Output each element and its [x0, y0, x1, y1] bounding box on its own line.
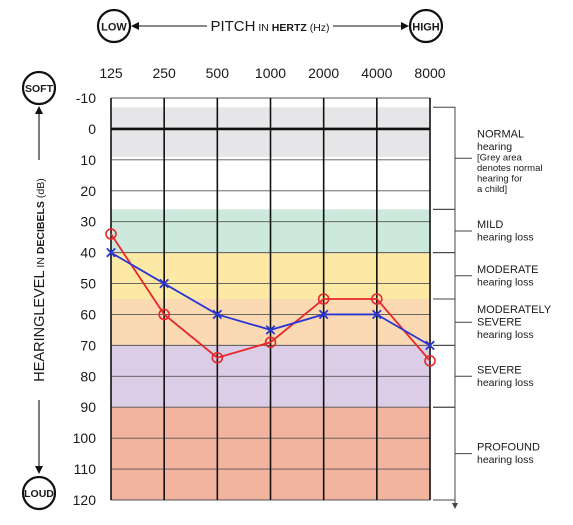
band-bracket	[433, 252, 456, 300]
band-title: SEVERE	[477, 364, 522, 376]
circle-marker	[211, 351, 224, 364]
soft-circle	[21, 70, 57, 106]
pitch-arrow-left-head	[131, 22, 139, 30]
grid-lines	[110, 97, 431, 501]
y-tick-label: 10	[80, 152, 96, 168]
band-title: SEVERE	[477, 317, 522, 329]
band-note: [Grey area	[477, 152, 523, 163]
x-marker	[159, 278, 170, 289]
circle-marker	[264, 336, 277, 349]
band-bracket	[433, 344, 456, 408]
band-subtitle: hearing loss	[477, 276, 534, 288]
band-bracket	[433, 106, 456, 210]
level-arrow-top-head	[35, 106, 43, 114]
x-axis-title-part: HERTZ	[272, 22, 308, 34]
y-tick-label: 100	[73, 430, 97, 446]
band-title: MILD	[477, 219, 503, 231]
band-note: hearing for	[477, 173, 522, 184]
x-tick-label: 250	[152, 65, 176, 81]
high-label: HIGH	[412, 22, 440, 34]
band-title: NORMAL	[477, 128, 524, 140]
low-circle	[96, 8, 132, 44]
axis-labels: -10 0 10 20 30 40 50 60 70 80 90 100 110 120 125 250 500…	[21, 8, 446, 511]
y-tick-label: 60	[80, 306, 96, 322]
x-tick-label: 500	[206, 65, 230, 81]
x-marker	[106, 247, 116, 258]
band-note: a child]	[477, 184, 507, 195]
x-marker	[371, 309, 382, 320]
x-tick-label: 125	[99, 65, 123, 81]
x-marker	[318, 309, 329, 320]
series-layer	[105, 228, 436, 367]
band-bracket	[433, 208, 456, 254]
y-axis-title: HEARINGLEVEL IN DECIBELS (dB)	[32, 178, 48, 381]
x-axis-title-part: (Hz)	[307, 22, 330, 34]
band-bracket	[433, 406, 456, 501]
y-axis-title-part: IN	[35, 254, 47, 270]
level-arrow-bottom-head	[35, 466, 43, 474]
x-axis-title-part: PITCH	[210, 18, 255, 35]
y-axis-title-part: DECIBELS	[35, 201, 47, 254]
circle-marker	[105, 228, 117, 240]
x-tick-label: 2000	[308, 65, 339, 81]
loud-circle	[21, 475, 57, 511]
circle-marker	[371, 293, 383, 305]
y-tick-label: 40	[80, 245, 96, 261]
low-label: LOW	[101, 22, 127, 34]
circle-marker	[317, 293, 330, 305]
profound-arrow-head	[452, 503, 458, 509]
soft-label: SOFT	[25, 83, 54, 95]
circle-marker	[158, 308, 170, 321]
band-title: MODERATE	[477, 264, 539, 276]
band-title: MODERATELY	[477, 304, 552, 316]
circle-marker	[424, 355, 436, 367]
band-subtitle: hearing	[477, 141, 512, 153]
x-marker	[212, 309, 223, 320]
band-subtitle: hearing loss	[477, 231, 534, 243]
x-marker	[425, 340, 435, 351]
high-circle	[408, 8, 444, 44]
band-subtitle: hearing loss	[477, 454, 534, 466]
band-note: denotes normal	[477, 163, 542, 174]
x-tick-label: 1000	[255, 65, 286, 81]
y-tick-label: 120	[73, 492, 97, 508]
x-tick-label: 8000	[414, 65, 445, 81]
y-tick-label: 0	[88, 121, 96, 137]
pitch-arrow-right-head	[401, 22, 409, 30]
x-tick-label: 4000	[361, 65, 392, 81]
y-tick-label: 70	[80, 337, 96, 353]
y-tick-label: 30	[80, 214, 96, 230]
y-tick-label: 50	[80, 276, 96, 292]
y-axis-title-part: HEARINGLEVEL	[32, 270, 48, 381]
y-tick-label: 110	[74, 461, 97, 477]
y-axis-title-part: (dB)	[35, 178, 47, 201]
x-axis-title-part: IN	[255, 22, 271, 34]
loud-label: LOUD	[24, 488, 54, 500]
band-subtitle: hearing loss	[477, 329, 534, 341]
band-title: PROFOUND	[477, 442, 540, 454]
x-axis-title: PITCH IN HERTZ (Hz)	[210, 18, 329, 35]
y-tick-label: -10	[76, 90, 96, 106]
band-bracket	[433, 298, 456, 346]
y-tick-label: 80	[80, 368, 96, 384]
x-marker	[265, 325, 276, 335]
y-tick-label: 20	[80, 183, 96, 199]
band-subtitle: hearing loss	[477, 377, 534, 389]
y-tick-label: 90	[80, 399, 96, 415]
series-circle-line	[110, 233, 431, 362]
